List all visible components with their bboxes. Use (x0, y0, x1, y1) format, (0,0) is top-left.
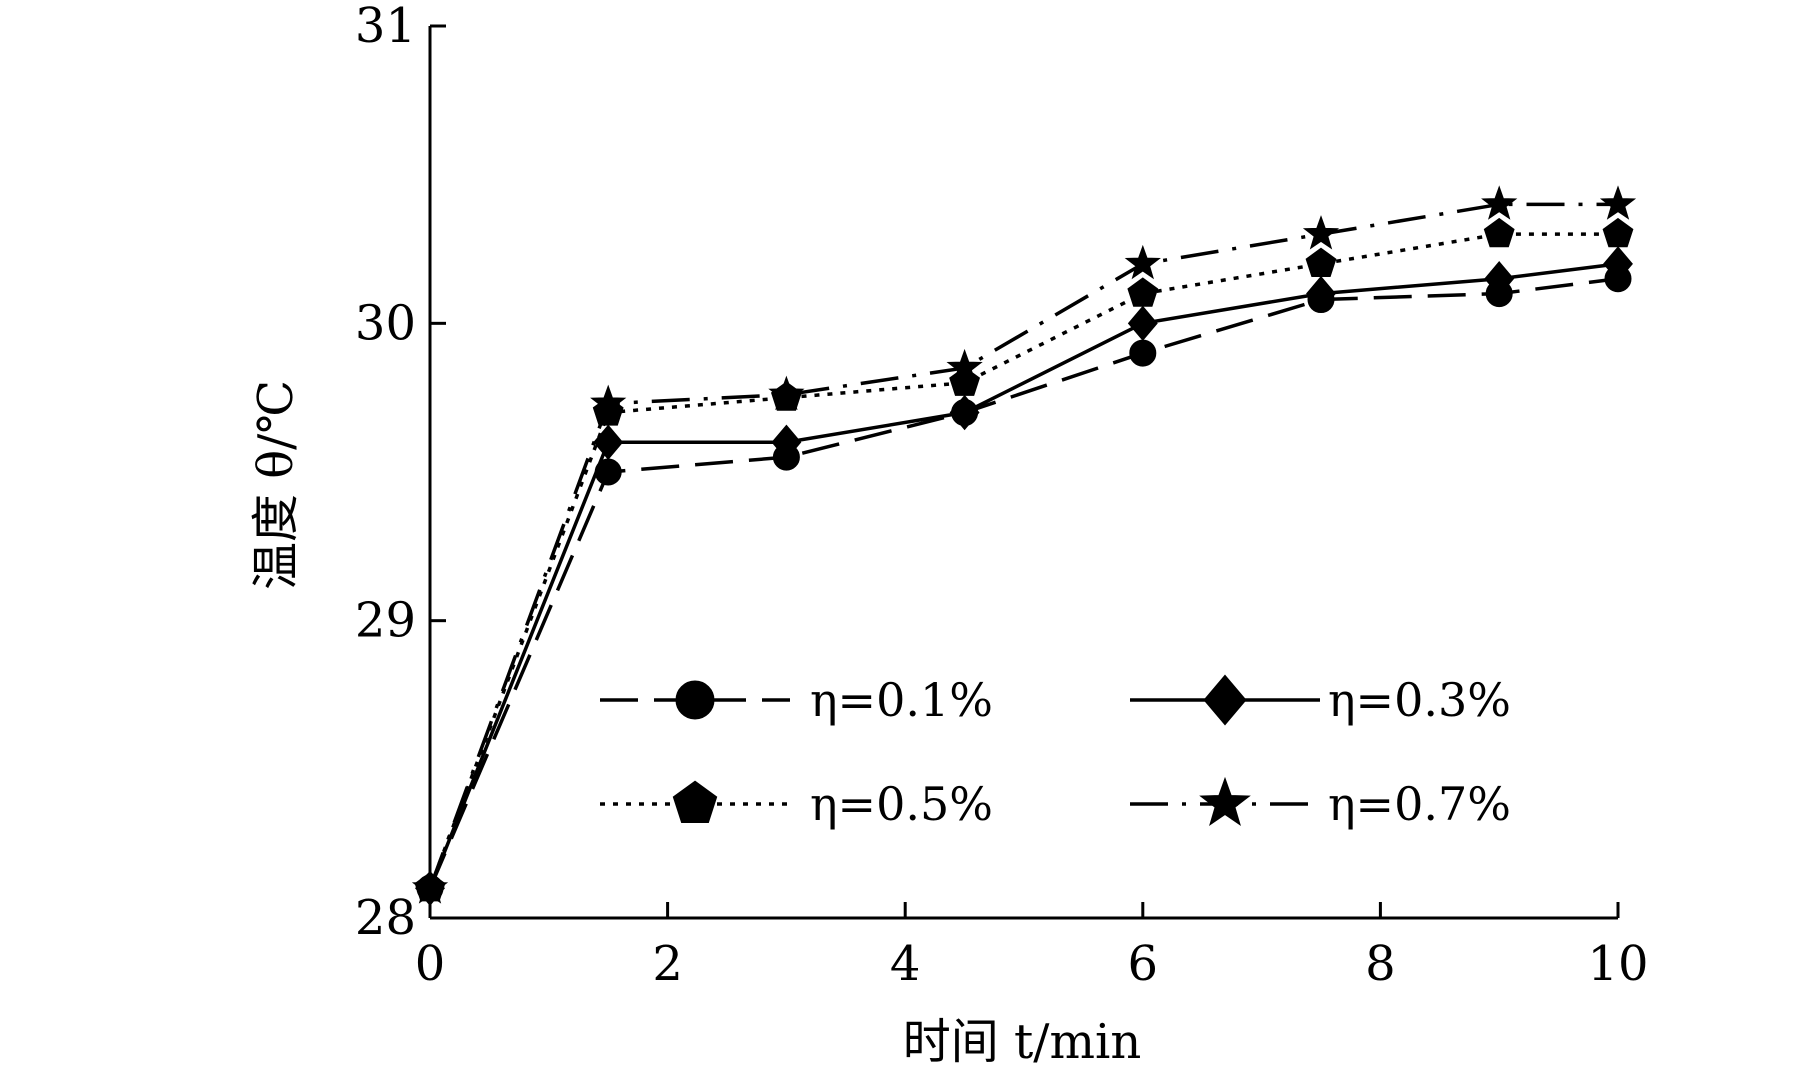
x-tick-label: 10 (1587, 936, 1648, 992)
legend-marker (672, 780, 718, 823)
legend-entry: η=0.5% (600, 777, 993, 831)
data-point (1481, 185, 1518, 220)
y-tick-label: 30 (355, 295, 416, 351)
data-point (1127, 277, 1159, 307)
data-point (1124, 244, 1161, 280)
legend-entry: η=0.7% (1130, 776, 1511, 831)
legend-marker (1199, 776, 1251, 826)
legend-entry: η=0.1% (600, 673, 993, 727)
data-point (949, 394, 980, 431)
legend-label: η=0.7% (1328, 777, 1511, 831)
series-3 (411, 185, 1637, 904)
x-tick-label: 2 (652, 936, 683, 992)
data-point (1483, 217, 1515, 248)
data-point (771, 424, 802, 460)
ticks: 0 2 4 6 8 10 28 29 30 31 (355, 0, 1649, 992)
legend-marker (1203, 674, 1247, 726)
x-tick-label: 4 (890, 936, 921, 992)
data-point (1129, 339, 1157, 367)
legend-label: η=0.3% (1328, 673, 1511, 727)
legend: η=0.1% η=0.3% η=0.5% η=0.7% (600, 673, 1511, 831)
data-point (1484, 261, 1515, 297)
legend-entry: η=0.3% (1130, 673, 1511, 727)
legend-marker (675, 680, 715, 720)
data-point (1603, 246, 1633, 282)
data-point (1599, 185, 1637, 220)
x-tick-label: 8 (1365, 936, 1396, 992)
x-tick-label: 0 (415, 936, 446, 992)
y-tick-label: 31 (355, 0, 416, 54)
data-point (946, 348, 983, 384)
data-point (1602, 217, 1634, 248)
data-point (590, 384, 627, 420)
y-axis-title: 温度 θ/℃ (248, 380, 304, 590)
series-line (428, 262, 1619, 889)
x-axis-title: 时间 t/min (903, 1014, 1142, 1070)
legend-label: η=0.1% (810, 673, 993, 727)
series-layer (411, 185, 1637, 906)
data-point (1305, 247, 1337, 277)
y-tick-label: 29 (355, 593, 416, 649)
data-point (1127, 305, 1158, 342)
data-point (411, 869, 449, 904)
x-tick-label: 6 (1128, 936, 1159, 992)
data-point (593, 424, 624, 460)
legend-label: η=0.5% (810, 777, 993, 831)
y-tick-label: 28 (355, 890, 416, 946)
axes (428, 26, 1618, 920)
data-point (768, 375, 805, 411)
series-line (428, 232, 1618, 889)
data-point (1306, 275, 1336, 312)
data-point (1302, 215, 1340, 250)
series-line (428, 202, 1618, 889)
